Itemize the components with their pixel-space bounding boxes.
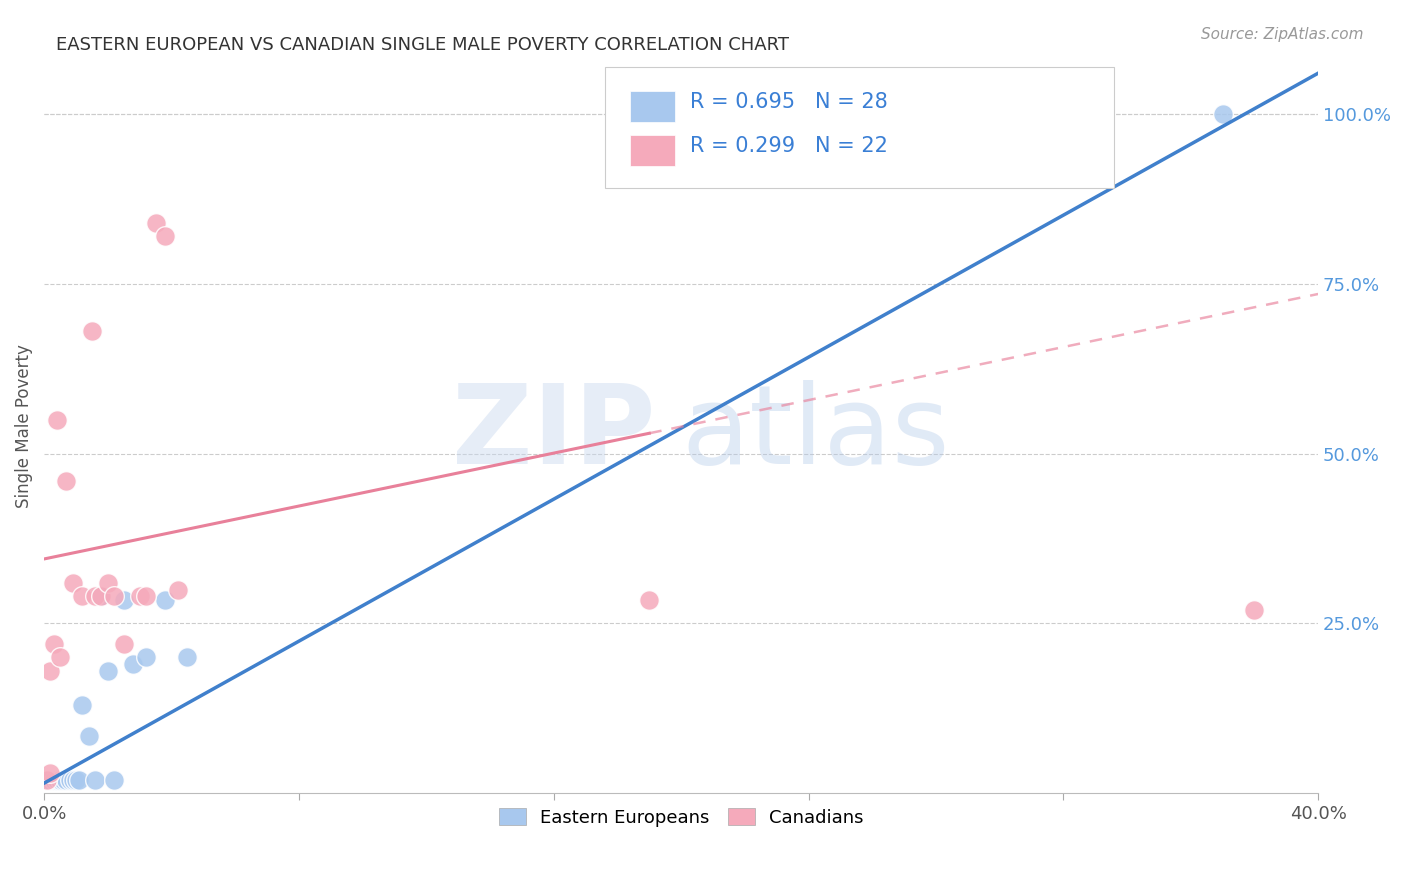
Point [77,729,100,743]
Point [67,772,90,787]
Point [145,216,167,230]
Point [42,772,65,787]
Text: ZIP: ZIP [453,380,655,487]
Point [84,772,107,787]
Point [55,772,77,787]
Point [62,772,84,787]
Point [167,582,190,597]
Point [42,772,65,787]
Point [638,592,661,607]
Point [49,650,72,665]
Point [103,590,125,604]
Point [52,772,75,787]
Point [153,229,176,244]
Point [72,698,94,712]
Point [135,590,157,604]
Point [90,590,112,604]
Point [128,590,150,604]
Point [1243,603,1265,617]
Point [153,592,176,607]
Point [45,772,67,787]
Point [49,772,72,787]
Point [135,650,157,665]
Point [72,590,94,604]
Point [37,772,59,787]
Text: R = 0.695   N = 28: R = 0.695 N = 28 [690,92,887,112]
Point [606,161,628,176]
Point [122,657,145,672]
Point [1212,107,1234,121]
Point [62,575,84,590]
Point [45,772,67,787]
Point [97,575,120,590]
Point [37,772,59,787]
Point [84,590,107,604]
FancyBboxPatch shape [605,67,1115,188]
Point [112,637,135,651]
Point [90,590,112,604]
Point [39,772,62,787]
Point [80,324,103,338]
Text: atlas: atlas [681,380,949,487]
Point [58,772,80,787]
Y-axis label: Single Male Poverty: Single Male Poverty [15,344,32,508]
Point [39,766,62,780]
Text: Source: ZipAtlas.com: Source: ZipAtlas.com [1201,27,1364,42]
Point [42,637,65,651]
Point [49,772,72,787]
Point [55,474,77,488]
Point [97,664,120,678]
Text: R = 0.299   N = 22: R = 0.299 N = 22 [690,136,889,156]
Point [112,592,135,607]
Legend: Eastern Europeans, Canadians: Eastern Europeans, Canadians [489,799,873,836]
Point [103,772,125,787]
Point [176,650,198,665]
FancyBboxPatch shape [630,91,675,122]
FancyBboxPatch shape [630,136,675,166]
Text: EASTERN EUROPEAN VS CANADIAN SINGLE MALE POVERTY CORRELATION CHART: EASTERN EUROPEAN VS CANADIAN SINGLE MALE… [56,36,789,54]
Point [65,772,87,787]
Point [45,412,67,426]
Point [39,664,62,678]
Point [39,772,62,787]
